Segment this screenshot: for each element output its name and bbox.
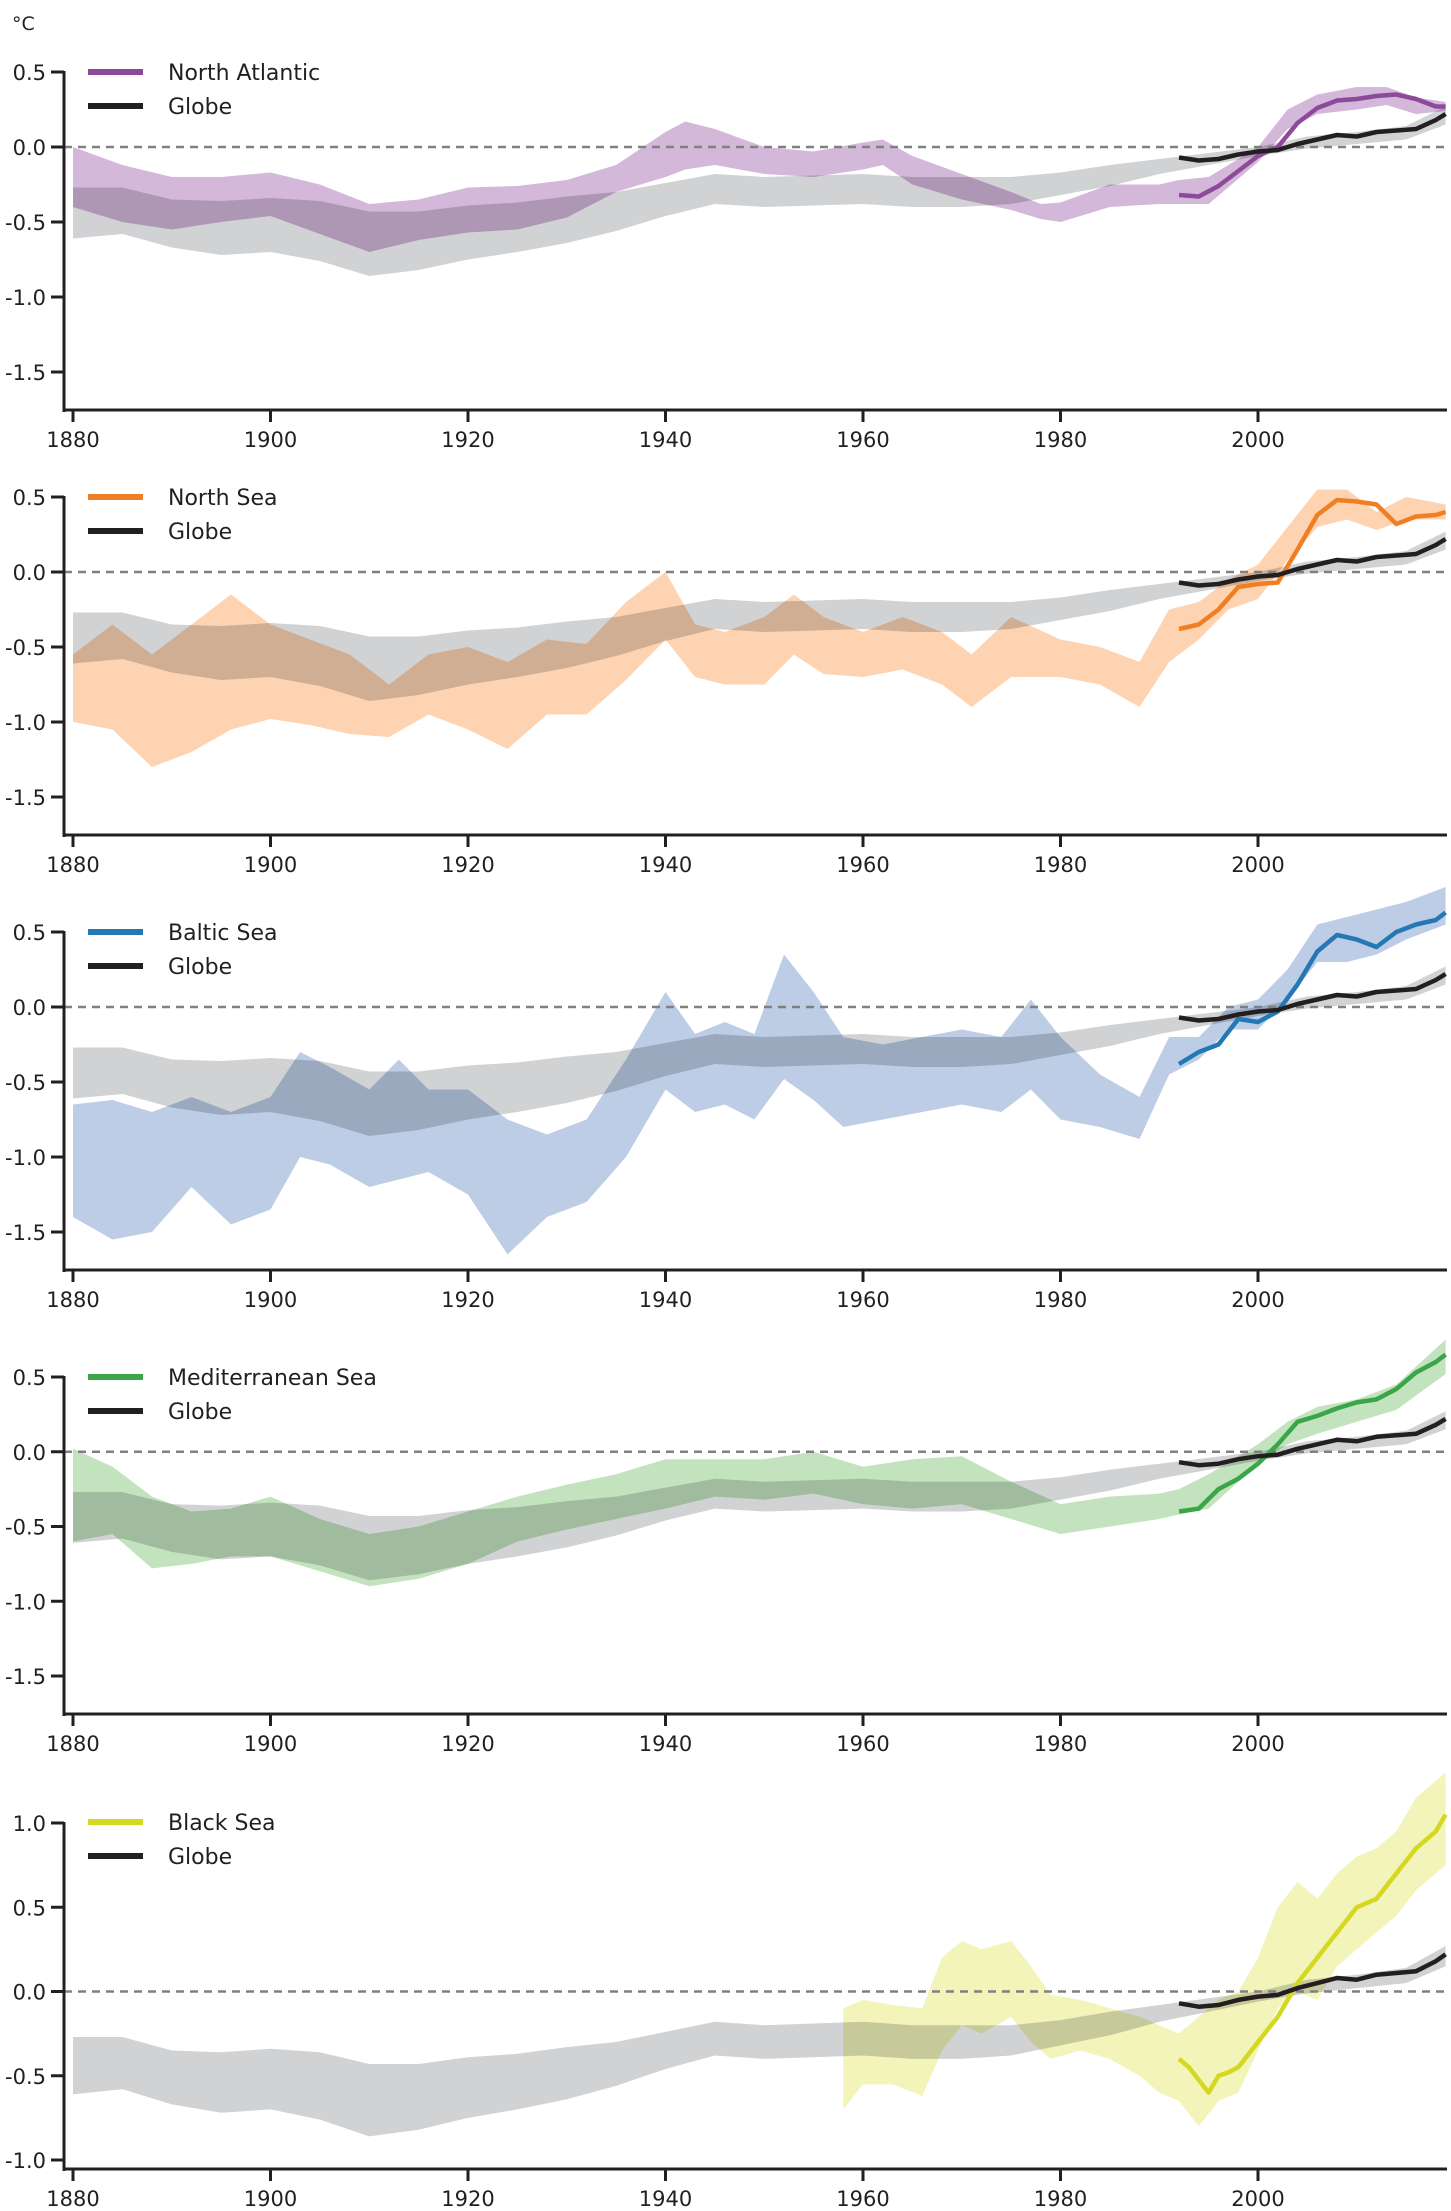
y-tick-label: -1.5 — [5, 1221, 46, 1245]
unit-label: °C — [12, 13, 35, 35]
x-tick-label: 2000 — [1231, 428, 1284, 452]
y-tick-label: 0.5 — [13, 1366, 46, 1390]
y-tick-label: -1.0 — [5, 1590, 46, 1614]
panels: 0.5 0.0 -0.5 -1.0 -1.5 1880 1900 1920 1940 1960 19… — [5, 61, 1448, 2211]
legend-label-globe: Globe — [168, 1845, 232, 1870]
globe-series-line — [1178, 972, 1447, 1023]
regional-series-line — [1177, 910, 1447, 1066]
regional-uncertainty-band — [73, 887, 1446, 1255]
y-tick-label: -1.5 — [5, 786, 46, 810]
x-tick-label: 1920 — [441, 1732, 494, 1756]
x-tick-label: 2000 — [1231, 853, 1284, 877]
y-tick-label: -0.5 — [5, 636, 46, 660]
y-tick-label: -0.5 — [5, 211, 46, 235]
legend-label-region: Mediterranean Sea — [168, 1366, 377, 1391]
globe-uncertainty-band — [73, 1946, 1446, 2137]
x-tick-label: 1900 — [244, 428, 297, 452]
x-tick-label: 1880 — [46, 2187, 99, 2211]
x-tick-label: 1960 — [836, 1288, 889, 1312]
legend-label-globe: Globe — [168, 955, 232, 980]
x-tick-label: 1960 — [836, 1732, 889, 1756]
x-tick-label: 1960 — [836, 428, 889, 452]
legend-label-globe: Globe — [168, 520, 232, 545]
y-tick-label: -1.0 — [5, 2149, 46, 2173]
x-tick-label: 2000 — [1231, 1288, 1284, 1312]
x-tick-label: 1980 — [1034, 853, 1087, 877]
legend-label-region: North Atlantic — [168, 61, 320, 86]
x-tick-label: 1880 — [46, 1288, 99, 1312]
x-tick-label: 1980 — [1034, 1288, 1087, 1312]
x-tick-label: 1940 — [639, 428, 692, 452]
y-tick-label: -1.5 — [5, 361, 46, 385]
regional-uncertainty-band — [843, 1772, 1446, 2127]
legend-label-region: North Sea — [168, 486, 278, 511]
legend-label-region: Baltic Sea — [168, 921, 278, 946]
x-tick-label: 1880 — [46, 853, 99, 877]
x-tick-label: 1920 — [441, 2187, 494, 2211]
y-tick-label: 0.0 — [13, 561, 46, 585]
globe-series-line — [1178, 112, 1447, 163]
legend-label-globe: Globe — [168, 95, 232, 120]
globe-series-line — [1178, 537, 1447, 588]
y-tick-label: -1.0 — [5, 711, 46, 735]
x-tick-label: 1900 — [244, 2187, 297, 2211]
x-tick-label: 1900 — [244, 1732, 297, 1756]
y-tick-label: -0.5 — [5, 1071, 46, 1095]
y-tick-label: 0.0 — [13, 1441, 46, 1465]
x-tick-label: 1880 — [46, 1732, 99, 1756]
x-tick-label: 1920 — [441, 428, 494, 452]
x-tick-label: 1980 — [1034, 2187, 1087, 2211]
x-tick-label: 1940 — [639, 853, 692, 877]
x-tick-label: 1980 — [1034, 428, 1087, 452]
x-tick-label: 1940 — [639, 1288, 692, 1312]
panel-north-atlantic: 0.5 0.0 -0.5 -1.0 -1.5 1880 1900 1920 1940 1960 19… — [5, 61, 1447, 452]
y-tick-label: -1.0 — [5, 286, 46, 310]
y-tick-label: 0.0 — [13, 136, 46, 160]
panel-mediterranean-sea: 0.5 0.0 -0.5 -1.0 -1.5 1880 1900 1920 1940 1960 19… — [5, 1339, 1447, 1756]
y-tick-label: 0.0 — [13, 996, 46, 1020]
y-tick-label: 0.5 — [13, 1896, 46, 1920]
y-tick-label: 0.0 — [13, 1981, 46, 2005]
y-tick-label: 0.5 — [13, 921, 46, 945]
y-tick-label: -0.5 — [5, 1516, 46, 1540]
legend-label-globe: Globe — [168, 1400, 232, 1425]
x-tick-label: 1920 — [441, 1288, 494, 1312]
y-tick-label: -1.0 — [5, 1146, 46, 1170]
panel-north-sea: 0.5 0.0 -0.5 -1.0 -1.5 1880 1900 1920 1940 1960 19… — [5, 486, 1447, 877]
globe-uncertainty-band — [73, 531, 1446, 701]
x-tick-label: 2000 — [1231, 1732, 1284, 1756]
regional-series-line — [1178, 1352, 1447, 1514]
regional-series-line — [1178, 92, 1446, 199]
x-tick-label: 1960 — [836, 853, 889, 877]
x-tick-label: 1880 — [46, 428, 99, 452]
globe-series-line — [1178, 1416, 1447, 1468]
y-tick-label: -1.5 — [5, 1665, 46, 1689]
regional-uncertainty-band — [73, 1339, 1446, 1587]
x-tick-label: 1900 — [244, 853, 297, 877]
regional-uncertainty-band — [73, 489, 1446, 767]
y-tick-label: -0.5 — [5, 2065, 46, 2089]
x-tick-label: 1900 — [244, 1288, 297, 1312]
y-tick-label: 0.5 — [13, 486, 46, 510]
regional-series-line — [1177, 1813, 1448, 2095]
x-tick-label: 1980 — [1034, 1732, 1087, 1756]
x-tick-label: 1940 — [639, 1732, 692, 1756]
y-tick-label: 0.5 — [13, 61, 46, 85]
legend-label-region: Black Sea — [168, 1811, 276, 1836]
globe-series-line — [1178, 1952, 1447, 2009]
x-tick-label: 2000 — [1231, 2187, 1284, 2211]
regional-series-line — [1178, 497, 1447, 632]
x-tick-label: 1920 — [441, 853, 494, 877]
regional-uncertainty-band — [73, 87, 1446, 252]
y-tick-label: 1.0 — [13, 1812, 46, 1836]
x-tick-label: 1960 — [836, 2187, 889, 2211]
panel-baltic-sea: 0.5 0.0 -0.5 -1.0 -1.5 1880 1900 1920 1940 1960 19… — [5, 887, 1447, 1312]
x-tick-label: 1940 — [639, 2187, 692, 2211]
